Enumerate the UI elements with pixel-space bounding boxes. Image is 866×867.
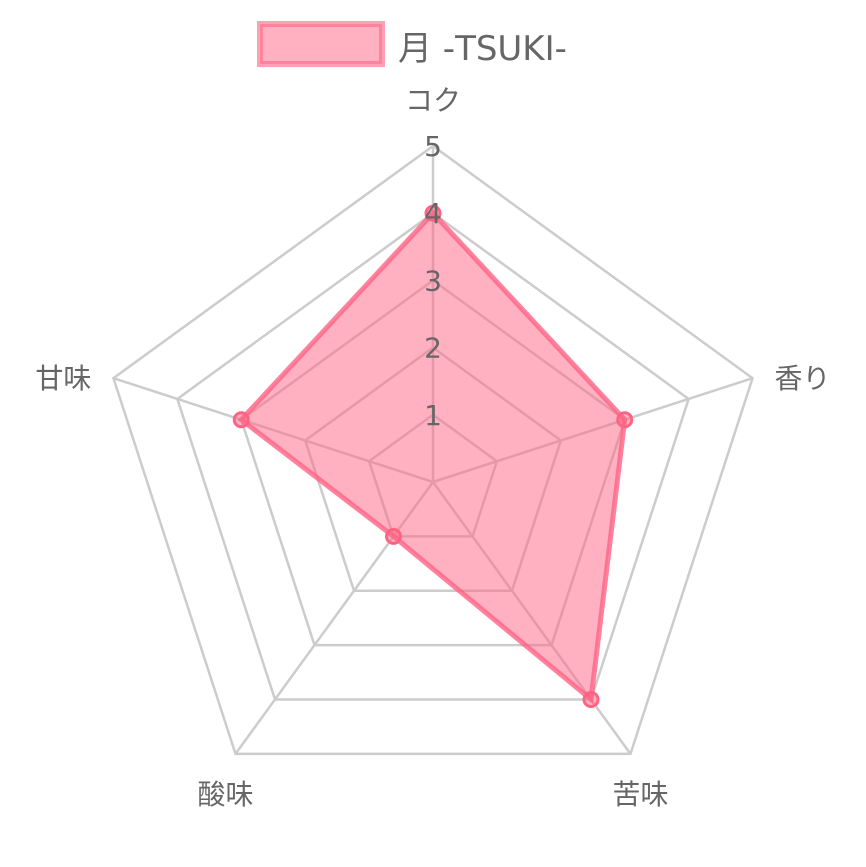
tick-label: 5 — [424, 130, 442, 163]
axis-label: 甘味 — [35, 362, 91, 395]
axis-label: 酸味 — [197, 778, 253, 811]
data-point[interactable] — [616, 411, 634, 429]
tick-label: 3 — [424, 264, 442, 297]
axis-label: 苦味 — [612, 778, 668, 811]
data-point[interactable] — [232, 411, 250, 429]
tick-label: 1 — [424, 399, 442, 432]
legend-swatch — [257, 21, 385, 67]
tick-label: 4 — [424, 197, 442, 230]
tick-label: 2 — [424, 332, 442, 365]
series-area — [237, 209, 628, 705]
grid-ring — [111, 144, 755, 756]
legend[interactable]: 月 -TSUKI- — [257, 21, 567, 69]
grid-ring — [175, 211, 691, 701]
data-point[interactable] — [385, 527, 403, 545]
legend-label: 月 -TSUKI- — [398, 29, 567, 69]
axis-label: 香り — [775, 362, 831, 395]
axis-label: コク — [405, 84, 461, 117]
data-point[interactable] — [424, 204, 442, 222]
data-point[interactable] — [582, 690, 600, 708]
